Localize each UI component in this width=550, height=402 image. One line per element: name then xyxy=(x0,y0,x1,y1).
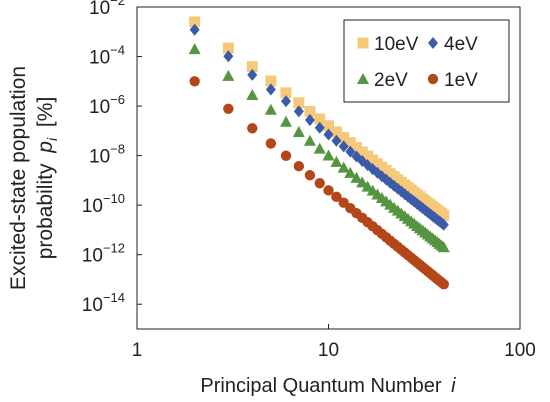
data-point xyxy=(247,123,258,134)
data-point xyxy=(330,126,342,138)
data-point xyxy=(338,132,350,144)
data-point xyxy=(223,103,234,114)
data-point xyxy=(438,218,449,231)
legend-label: 4eV xyxy=(444,34,478,55)
y-axis-ticks: 10−2 10−4 10−6 10−8 10−10 10−12 10−14 xyxy=(82,0,142,316)
y-axis-title-unit: [%] xyxy=(34,97,57,127)
y-axis-title-line2: probability pi [%] xyxy=(34,97,62,260)
data-point xyxy=(292,125,305,137)
legend-marker xyxy=(357,73,369,84)
data-point xyxy=(344,166,357,178)
data-point xyxy=(356,176,369,188)
x-tick-label: 100 xyxy=(504,340,536,361)
data-point xyxy=(293,161,305,172)
y-tick-label: 10−4 xyxy=(89,43,125,69)
data-point xyxy=(293,97,305,109)
data-point xyxy=(264,103,277,115)
data-point xyxy=(293,105,304,118)
data-point xyxy=(338,140,349,153)
data-point xyxy=(188,43,201,55)
x-tick-label: 1 xyxy=(132,340,143,361)
data-point xyxy=(331,191,342,203)
data-point xyxy=(314,113,326,125)
data-point xyxy=(323,128,334,141)
legend-label: 10eV xyxy=(374,34,419,55)
data-point xyxy=(280,115,293,127)
data-markers xyxy=(188,16,450,290)
data-point xyxy=(303,134,316,146)
data-point xyxy=(280,150,292,161)
y-tick-label: 10−14 xyxy=(82,290,125,316)
data-point xyxy=(189,76,200,87)
data-point xyxy=(323,120,334,132)
legend-item: 1eV xyxy=(427,70,478,91)
series-10eV xyxy=(189,16,450,221)
data-point xyxy=(438,209,450,221)
series-1eV xyxy=(189,76,449,290)
legend-label: 2eV xyxy=(374,70,408,91)
data-point xyxy=(437,241,450,253)
series-4eV xyxy=(189,23,449,231)
x-axis-ticks: 1 10 100 xyxy=(132,324,536,361)
y-axis-title-line1: Excited-state population xyxy=(7,66,30,290)
legend-marker xyxy=(428,37,438,49)
legend-item: 2eV xyxy=(357,70,408,91)
y-tick-label: 10−6 xyxy=(89,92,125,118)
legend-marker xyxy=(427,73,439,85)
x-axis-title-variable: i xyxy=(451,375,456,397)
data-point xyxy=(304,105,316,117)
data-point xyxy=(281,95,292,108)
data-point xyxy=(350,142,362,154)
x-axis-title: Principal Quantum Number i xyxy=(200,375,456,397)
data-point xyxy=(337,161,350,173)
data-point xyxy=(189,16,201,28)
data-point xyxy=(304,170,316,181)
data-point xyxy=(280,87,292,99)
y-axis-title-variable: p xyxy=(34,141,57,154)
legend-item: 4eV xyxy=(428,34,478,55)
legend-marker xyxy=(357,37,369,49)
data-point xyxy=(304,114,315,127)
data-point xyxy=(331,134,342,147)
y-tick-label: 10−12 xyxy=(82,241,125,267)
legend-box xyxy=(343,19,510,103)
y-axis-title-subscript: i xyxy=(44,137,60,141)
data-point xyxy=(330,155,343,167)
data-point xyxy=(323,185,334,196)
data-point xyxy=(265,75,277,87)
legend-item: 10eV xyxy=(357,34,419,55)
x-axis-title-text: Principal Quantum Number xyxy=(200,375,442,397)
data-point xyxy=(222,42,234,54)
legend: 10eV 4eV 2eV 1eV xyxy=(343,19,510,103)
data-point xyxy=(438,279,449,290)
y-tick-label: 10−8 xyxy=(89,142,125,168)
x-tick-label: 10 xyxy=(318,340,339,361)
y-axis-title-word: probability xyxy=(34,163,57,259)
series-2eV xyxy=(188,43,450,253)
data-point xyxy=(222,69,235,81)
data-point xyxy=(247,68,258,81)
data-point xyxy=(265,83,276,96)
data-point xyxy=(265,138,277,149)
data-point xyxy=(223,50,234,63)
data-point xyxy=(246,88,259,100)
y-tick-label: 10−2 xyxy=(89,0,125,19)
data-point xyxy=(314,121,325,134)
data-point xyxy=(344,137,356,149)
data-point xyxy=(345,145,356,158)
data-point xyxy=(246,61,258,73)
data-point xyxy=(313,142,326,154)
data-point xyxy=(314,178,325,189)
y-tick-label: 10−10 xyxy=(82,191,125,217)
data-point xyxy=(350,171,363,183)
legend-label: 1eV xyxy=(444,70,478,91)
data-point xyxy=(189,23,200,36)
data-point xyxy=(322,149,335,161)
